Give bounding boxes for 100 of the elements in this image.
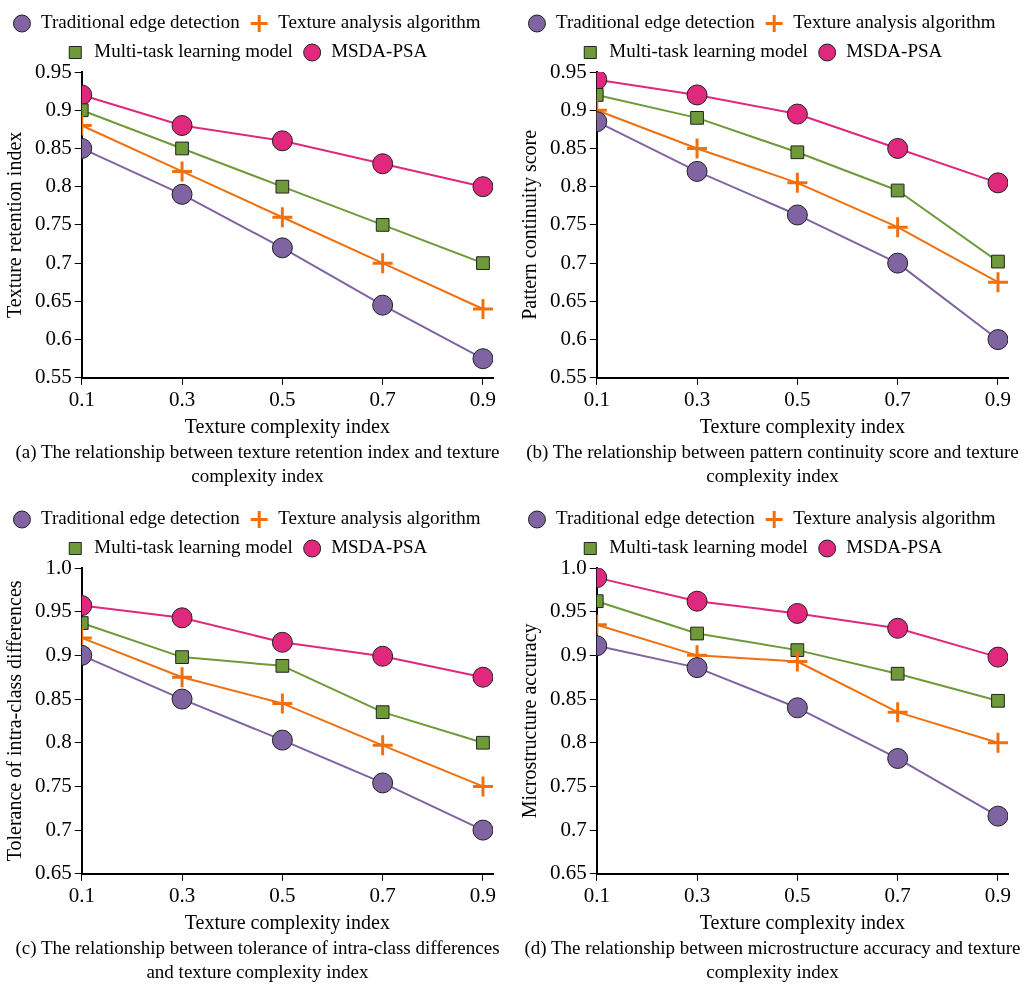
- x-tick-label: 0.5: [784, 386, 811, 411]
- x-tick-label: 0.9: [984, 882, 1012, 907]
- point: [275, 658, 290, 673]
- point: [175, 141, 189, 156]
- point: [270, 205, 294, 229]
- y-tick-label: 0.75: [550, 772, 587, 797]
- point: [785, 171, 809, 195]
- legend-label: Traditional edge detection: [40, 507, 241, 529]
- x-tick-label: 0.9: [469, 882, 497, 907]
- text: (c) The relationship between tolerance of intra-class differences and texture complexity index: [14, 936, 501, 984]
- x-tick-label: 0.5: [269, 882, 296, 907]
- legend-label: MSDA-PSA: [846, 536, 943, 558]
- point: [786, 204, 808, 226]
- legend-label: Multi-task learning model: [609, 536, 808, 558]
- point: [986, 270, 1008, 294]
- point: [171, 183, 193, 205]
- legend-label: MSDA-PSA: [331, 536, 428, 558]
- point: [371, 733, 395, 757]
- x-tick-label: 0.3: [683, 882, 711, 907]
- point: [890, 666, 905, 681]
- y-tick-label: 0.85: [550, 134, 587, 159]
- point: [171, 607, 193, 629]
- point: [171, 115, 193, 137]
- point: [471, 297, 493, 321]
- y-tick-label: 0.85: [550, 685, 587, 710]
- x-tick-label: 0.7: [884, 882, 911, 907]
- legend-label: Texture analysis algorithm: [278, 11, 481, 33]
- x-tick-label: 0.5: [269, 386, 296, 411]
- y-tick-label: 1.0: [45, 554, 72, 579]
- point: [987, 646, 1008, 668]
- point: [170, 159, 194, 183]
- y-axis-title: Texture retention index: [3, 131, 26, 319]
- point: [472, 348, 493, 370]
- legend-label: MSDA-PSA: [331, 40, 428, 62]
- point: [372, 294, 394, 316]
- point: [991, 693, 1005, 708]
- y-tick-label: 0.65: [550, 860, 587, 885]
- legend-label: Texture analysis algorithm: [793, 507, 996, 529]
- point: [472, 176, 493, 198]
- x-tick-label: 0.3: [683, 386, 711, 411]
- x-tick-label: 0.3: [168, 386, 196, 411]
- y-tick-label: 0.95: [35, 58, 72, 83]
- legend-label: Multi-task learning model: [94, 536, 293, 558]
- x-tick-label: 0.1: [583, 882, 610, 907]
- y-tick-label: 0.65: [35, 860, 72, 885]
- point: [472, 819, 493, 841]
- x-tick-label: 0.1: [68, 386, 95, 411]
- point: [987, 172, 1008, 194]
- y-tick-label: 0.8: [560, 173, 587, 198]
- x-tick-label: 0.7: [369, 386, 396, 411]
- y-tick-label: 0.8: [560, 729, 587, 754]
- x-tick-label: 0.9: [984, 386, 1012, 411]
- point: [371, 251, 395, 275]
- point: [175, 650, 189, 664]
- x-axis-title: Texture complexity index: [184, 911, 390, 935]
- x-tick-label: 0.1: [68, 882, 95, 907]
- point: [887, 252, 909, 274]
- point: [271, 729, 293, 751]
- y-tick-label: 0.55: [35, 364, 72, 389]
- y-tick-label: 0.6: [45, 326, 72, 351]
- y-tick-label: 0.55: [550, 364, 587, 389]
- y-axis-title: Microstructure accuracy: [518, 623, 542, 819]
- y-tick-label: 0.8: [45, 173, 72, 198]
- point: [785, 649, 809, 673]
- legend-label: Traditional edge detection: [40, 11, 241, 33]
- y-tick-label: 0.9: [560, 96, 587, 121]
- point: [987, 329, 1008, 351]
- point: [471, 774, 493, 798]
- point: [271, 631, 293, 653]
- point: [472, 666, 493, 688]
- y-tick-label: 0.65: [35, 287, 72, 312]
- point: [887, 137, 909, 159]
- point: [690, 626, 704, 641]
- y-tick-label: 0.7: [560, 816, 587, 841]
- x-tick-label: 0.3: [168, 882, 196, 907]
- point: [685, 136, 709, 160]
- x-axis-title: Texture complexity index: [184, 415, 390, 439]
- y-tick-label: 0.95: [550, 598, 587, 623]
- y-tick-label: 0.95: [35, 598, 72, 623]
- legend-label: MSDA-PSA: [846, 40, 943, 62]
- text: (b) The relationship between pattern continuity score and texture complexity index: [525, 440, 1020, 488]
- point: [887, 617, 909, 639]
- y-tick-label: 0.6: [560, 326, 587, 351]
- y-tick-label: 0.85: [35, 134, 72, 159]
- y-tick-label: 0.75: [550, 211, 587, 236]
- y-tick-label: 0.9: [45, 641, 72, 666]
- y-tick-label: 1.0: [560, 554, 587, 579]
- point: [171, 688, 193, 710]
- y-tick-label: 0.7: [560, 249, 587, 274]
- point: [786, 697, 808, 719]
- point: [786, 602, 808, 624]
- point: [987, 805, 1008, 827]
- point: [991, 254, 1005, 269]
- legend-label: Texture analysis algorithm: [793, 11, 996, 33]
- legend-label: Traditional edge detection: [555, 507, 756, 529]
- point: [372, 645, 394, 667]
- point: [686, 160, 708, 182]
- y-tick-label: 0.75: [35, 211, 72, 236]
- x-tick-label: 0.7: [369, 882, 396, 907]
- x-tick-label: 0.9: [469, 386, 497, 411]
